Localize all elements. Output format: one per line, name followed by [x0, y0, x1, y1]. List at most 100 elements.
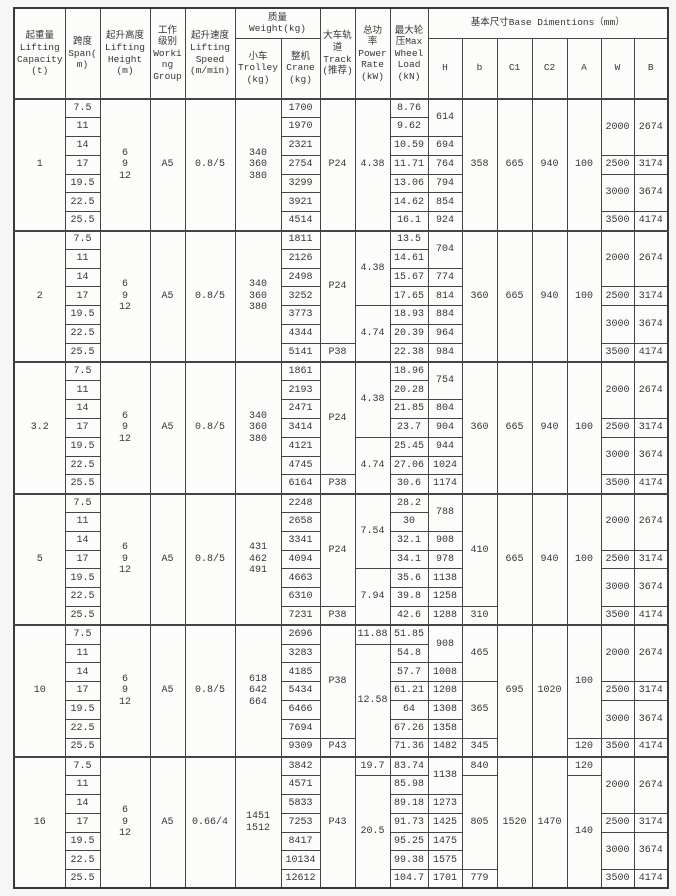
cell-dim-w: 3000	[600, 173, 635, 213]
cell-dim-a: 100	[566, 624, 602, 739]
cell-crane-weight: 6310	[280, 587, 321, 608]
col-header-weight-group: 质量 Weight(kg)	[234, 7, 321, 39]
cell-wheel-load: 64	[389, 700, 429, 720]
cell-dim-h: 1138	[427, 755, 463, 795]
cell-dim-b-cap: 4174	[633, 737, 669, 758]
cell-crane-weight: 2754	[280, 154, 321, 175]
col-header-lifting-speed: 起升速度 Lifting Speed (m/min)	[184, 7, 236, 100]
cell-dim-h: 1575	[427, 850, 463, 871]
cell-dim-h: 854	[427, 192, 463, 213]
cell-wheel-load: 57.7	[389, 662, 429, 683]
cell-dim-b-cap: 2674	[633, 229, 669, 288]
cell-span: 22.5	[64, 324, 101, 344]
cell-span: 14	[64, 399, 101, 420]
cell-dim-w: 2500	[600, 681, 635, 701]
cell-dim-w: 2000	[600, 229, 635, 288]
cell-dim-h: 944	[427, 436, 463, 457]
cell-wheel-load: 99.38	[389, 850, 429, 871]
cell-dim-w: 3000	[600, 305, 635, 344]
cell-track: P38	[319, 606, 356, 626]
cell-crane-weight: 2498	[280, 267, 321, 288]
cell-capacity: 16	[13, 755, 66, 889]
cell-wheel-load: 8.76	[389, 98, 429, 119]
cell-crane-weight: 7231	[280, 606, 321, 626]
cell-span: 17	[64, 812, 101, 833]
cell-dim-c2: 940	[531, 229, 568, 363]
cell-wheel-load: 91.73	[389, 812, 429, 833]
cell-crane-weight: 5141	[280, 342, 321, 363]
cell-capacity: 10	[13, 624, 66, 758]
cell-span: 7.5	[64, 755, 101, 777]
cell-dim-b: 358	[461, 98, 498, 232]
cell-crane-weight: 6466	[280, 700, 321, 720]
cell-crane-weight: 2696	[280, 624, 321, 645]
cell-wheel-load: 13.5	[389, 229, 429, 250]
col-header-track: 大车轨 道 Track (推荐)	[319, 7, 356, 100]
col-header-dim-b-cap: B	[633, 37, 669, 100]
col-header-power-rate: 总功 率 Power Rate (kW)	[354, 7, 391, 100]
cell-wheel-load: 71.36	[389, 737, 429, 758]
cell-dim-h: 1138	[427, 568, 463, 589]
cell-wheel-load: 30	[389, 512, 429, 532]
cell-dim-h: 904	[427, 418, 463, 438]
col-header-dim-a: A	[566, 37, 602, 100]
cell-wheel-load: 27.06	[389, 455, 429, 476]
cell-wheel-load: 13.06	[389, 173, 429, 194]
cell-lifting-speed: 0.8/5	[184, 98, 236, 232]
cell-dim-b-cap: 3174	[633, 549, 669, 570]
cell-dim-c1: 665	[496, 229, 533, 363]
cell-wheel-load: 16.1	[389, 211, 429, 232]
cell-span: 14	[64, 530, 101, 551]
cell-dim-w: 3500	[600, 474, 635, 495]
cell-dim-h: 794	[427, 173, 463, 194]
cell-dim-a: 100	[566, 98, 602, 232]
cell-dim-c1: 665	[496, 361, 533, 495]
cell-wheel-load: 23.7	[389, 418, 429, 438]
cell-dim-h: 1358	[427, 718, 463, 739]
cell-wheel-load: 54.8	[389, 643, 429, 664]
cell-lifting-speed: 0.66/4	[184, 755, 236, 889]
cell-dim-h: 754	[427, 361, 463, 401]
cell-dim-a: 100	[566, 492, 602, 626]
cell-track: P43	[319, 737, 356, 758]
cell-trolley-weight: 340 360 380	[234, 361, 282, 495]
cell-crane-weight: 2193	[280, 380, 321, 401]
cell-dim-w: 2500	[600, 154, 635, 175]
cell-crane-weight: 4344	[280, 324, 321, 344]
crane-spec-table: 起重量 Lifting Capacity (t) 跨度 Span( m) 起升高…	[13, 7, 670, 890]
cell-dim-w: 2500	[600, 812, 635, 833]
cell-span: 14	[64, 793, 101, 814]
cell-wheel-load: 20.28	[389, 380, 429, 401]
cell-working-group: A5	[149, 492, 186, 626]
cell-wheel-load: 17.65	[389, 286, 429, 307]
cell-crane-weight: 4514	[280, 211, 321, 232]
cell-dim-h: 1482	[427, 737, 463, 758]
cell-wheel-load: 10.59	[389, 136, 429, 156]
cell-lifting-speed: 0.8/5	[184, 229, 236, 363]
cell-dim-b-cap: 3674	[633, 700, 669, 739]
cell-wheel-load: 18.93	[389, 305, 429, 326]
cell-span: 17	[64, 418, 101, 438]
cell-dim-b: 840	[461, 755, 498, 777]
cell-wheel-load: 34.1	[389, 549, 429, 570]
cell-dim-h: 804	[427, 399, 463, 420]
cell-crane-weight: 3341	[280, 530, 321, 551]
cell-dim-h: 704	[427, 229, 463, 269]
cell-dim-h: 1208	[427, 681, 463, 701]
cell-dim-b-cap: 2674	[633, 361, 669, 420]
cell-wheel-load: 95.25	[389, 831, 429, 852]
cell-dim-h: 1701	[427, 869, 463, 889]
cell-crane-weight: 12612	[280, 869, 321, 889]
cell-span: 25.5	[64, 342, 101, 363]
cell-span: 19.5	[64, 568, 101, 589]
cell-dim-w: 2500	[600, 418, 635, 438]
cell-dim-h: 1273	[427, 793, 463, 814]
cell-span: 25.5	[64, 474, 101, 495]
cell-crane-weight: 4094	[280, 549, 321, 570]
cell-dim-w: 2000	[600, 97, 635, 156]
cell-dim-c2: 1020	[531, 624, 568, 758]
cell-power-rate: 4.38	[354, 98, 391, 232]
cell-wheel-load: 39.8	[389, 587, 429, 608]
cell-dim-h: 884	[427, 305, 463, 326]
cell-lifting-speed: 0.8/5	[184, 492, 236, 626]
